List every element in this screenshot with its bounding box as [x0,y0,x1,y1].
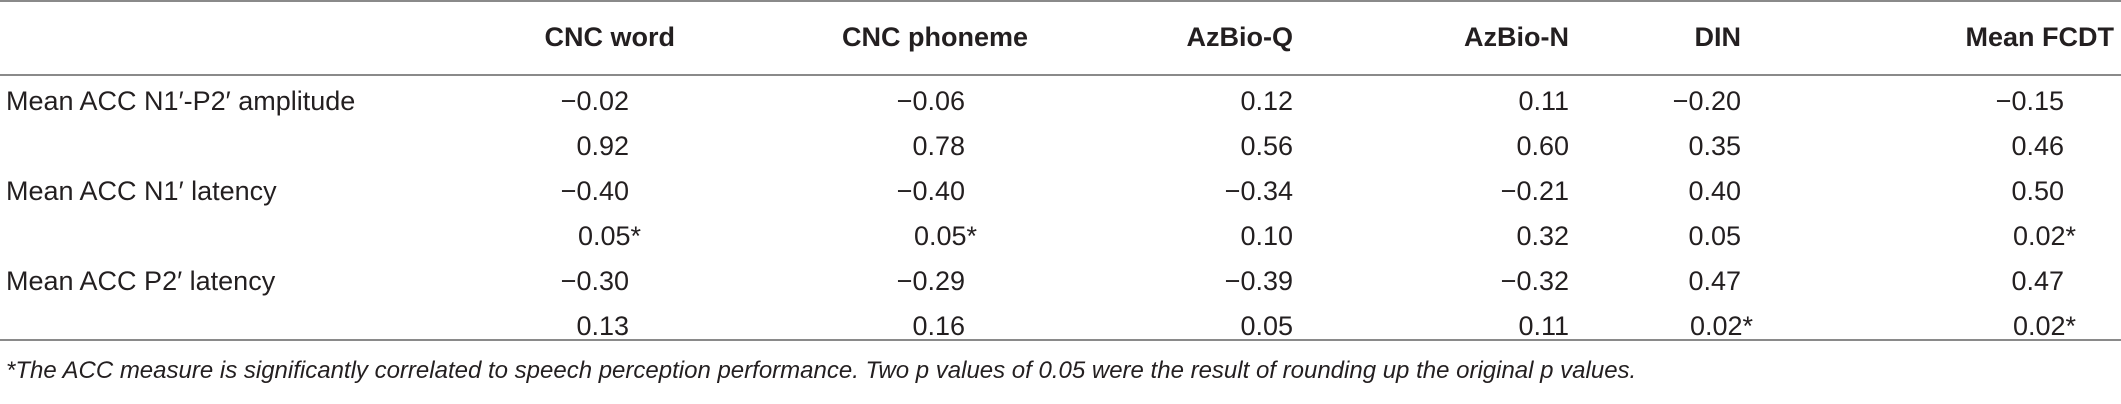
cell-value: −0.02 [560,86,629,116]
cell-value: 0.02* [1689,311,1753,341]
cell-value: −0.34 [1224,176,1293,206]
cell-value: 0.78 [912,131,965,161]
header-cnc-word: CNC word [544,22,676,52]
cell-value: 0.05 [1688,221,1741,251]
header-azbio-q: AzBio-Q [1186,22,1293,52]
cell-value: −0.21 [1500,176,1569,206]
cell-value: 0.47 [1688,266,1741,296]
header-azbio-n: AzBio-N [1464,22,1569,52]
header-mean-fcdt: Mean FCDT [1965,22,2115,52]
cell-value: 0.05* [577,221,641,251]
cell-value: 0.02* [2012,221,2076,251]
table-footnote: *The ACC measure is significantly correl… [6,357,1637,384]
cell-value: 0.16 [912,311,965,341]
cell-value: 0.47 [2011,266,2064,296]
cell-value: 0.11 [1518,86,1569,116]
cell-value: −0.40 [560,176,629,206]
cell-value: 0.32 [1516,221,1569,251]
cell-value: −0.29 [896,266,965,296]
cell-value: 0.05* [913,221,977,251]
table-bottom-rule [0,339,2121,341]
cell-value: 0.11 [1518,311,1569,341]
cell-value: 0.02* [2012,311,2076,341]
cell-value: −0.20 [1672,86,1741,116]
cell-value: 0.40 [1688,176,1741,206]
cell-value: −0.30 [560,266,629,296]
cell-value: 0.46 [2011,131,2064,161]
header-din: DIN [1694,22,1742,52]
table-top-rule [0,0,2121,2]
row-label: Mean ACC P2′ latency [6,266,276,296]
cell-value: 0.56 [1240,131,1293,161]
cell-value: −0.32 [1500,266,1569,296]
cell-value: −0.39 [1224,266,1293,296]
cell-value: 0.10 [1240,221,1293,251]
cell-value: 0.13 [576,311,629,341]
row-label: Mean ACC N1′-P2′ amplitude [6,86,356,116]
header-cnc-phoneme: CNC phoneme [841,22,1028,52]
table-header-rule [0,74,2121,76]
cell-value: 0.35 [1688,131,1741,161]
cell-value: −0.06 [896,86,965,116]
cell-value: 0.50 [2011,176,2064,206]
cell-value: 0.60 [1516,131,1569,161]
cell-value: 0.92 [576,131,629,161]
cell-value: 0.05 [1240,311,1293,341]
cell-value: 0.12 [1240,86,1293,116]
cell-value: −0.40 [896,176,965,206]
cell-value: −0.15 [1995,86,2064,116]
row-label: Mean ACC N1′ latency [6,176,277,206]
